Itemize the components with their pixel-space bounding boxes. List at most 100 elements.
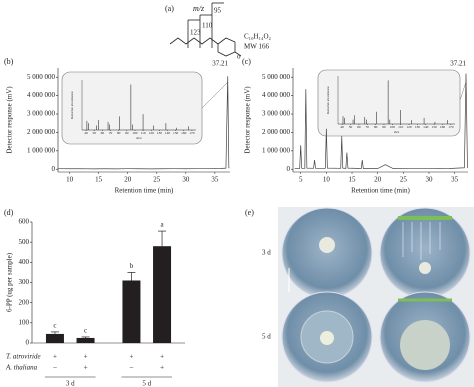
x-tick-label: 20 [124,176,132,184]
panel-label: (b) [4,57,14,66]
atom-label: o [237,53,241,61]
chromatogram-line [294,73,468,170]
panel-label: (d) [4,208,14,217]
condition-sign: – [52,364,57,372]
significance-letter: b [130,262,134,270]
x-tick-label: 35 [211,176,219,184]
x-tick-label: 130 [157,131,163,135]
peak-label: 37.21 [450,60,466,68]
x-tick-label: 15 [349,176,357,184]
x-tick-label: 70 [366,125,370,129]
chromatogram-line [57,76,230,170]
y-tick-label: 3 000 000 [262,110,291,118]
bar [76,337,95,343]
peak-label: 37.21 [212,60,228,68]
inset-connector [201,81,229,109]
y-axis-label: 6-PP (ug per sample) [6,252,14,312]
x-axis-label: m/z [136,136,142,140]
x-tick-label: 70 [109,131,113,135]
x-tick-label: 170 [189,131,195,135]
inset-box [317,69,461,137]
x-tick-label: 100 [390,125,396,129]
x-tick-label: 130 [415,125,421,129]
y-tick-label: 200 [19,298,30,306]
x-tick-label: 150 [173,131,179,135]
y-axis-label: Relative abundance [70,91,74,119]
y-tick-label: 2 000 000 [262,128,291,136]
x-tick-label: 140 [423,125,429,129]
x-tick-label: 50 [92,131,96,135]
x-axis-label: m/z [394,130,400,134]
colony [319,237,335,253]
colony [400,320,450,370]
x-tick-label: 30 [425,176,433,184]
x-tick-label: 20 [374,176,382,184]
x-tick-label: 5 [299,176,303,184]
x-tick-label: 150 [431,125,437,129]
y-tick-label: 400 [19,258,30,266]
x-tick-label: 160 [440,125,446,129]
y-tick-label: 0 [26,339,30,347]
y-tick-label: 3 000 000 [27,110,56,118]
molecular-weight: MW 166 [244,43,269,51]
y-tick-label: 0 [287,165,291,173]
y-tick-label: 500 [19,238,30,246]
x-tick-label: 90 [125,131,129,135]
panel-label: (e) [245,208,254,217]
y-tick-label: 0 [52,165,56,173]
condition-sign: + [129,353,133,361]
panel-label: (a) [165,4,174,13]
condition-sign: + [160,353,164,361]
x-tick-label: 50 [349,125,353,129]
x-axis-label: Retention time (min) [115,187,174,195]
x-tick-label: 60 [101,131,105,135]
formula: C₁₀H₁₄O₂ [244,33,272,41]
x-tick-label: 100 [132,131,138,135]
x-tick-label: 25 [400,176,408,184]
group-label: 3 d [66,380,75,387]
x-tick-label: 160 [181,131,187,135]
x-tick-label: 120 [149,131,155,135]
panel-label: (c) [242,57,251,66]
y-tick-label: 5 000 000 [27,73,56,81]
y-axis-label: Detector response (mV) [6,86,14,154]
y-tick-label: 4 000 000 [27,91,56,99]
x-tick-label: 60 [357,125,361,129]
roots [402,222,441,260]
y-tick-label: 600 [19,218,30,226]
x-tick-label: 170 [448,125,454,129]
group-label: 5 d [142,380,151,387]
y-tick-label: 300 [19,278,30,286]
x-tick-label: 80 [374,125,378,129]
fragment-label: 110 [202,22,213,30]
row-label: 3 d [262,249,271,257]
colony [320,331,334,345]
fragment-label: 95 [214,7,222,15]
x-tick-label: 140 [165,131,171,135]
mz-label: m/z [193,4,205,13]
x-tick-label: 90 [382,125,386,129]
x-tick-label: 10 [66,176,74,184]
bar [45,333,64,343]
colony [419,262,431,274]
y-axis-label: Detector response (mV) [244,86,252,154]
condition-name: T. atroviride [6,353,41,361]
x-tick-label: 80 [117,131,121,135]
bar [153,246,172,343]
x-tick-label: 40 [84,131,88,135]
plate [379,207,471,299]
significance-letter: c [53,322,56,330]
y-tick-label: 4 000 000 [262,91,291,99]
x-tick-label: 30 [182,176,190,184]
x-tick-label: 110 [398,125,403,129]
inset-connector [459,81,467,101]
row-label: 5 d [262,333,271,341]
y-tick-label: 1 000 000 [27,146,56,154]
significance-letter: c [84,327,87,335]
x-tick-label: 35 [451,176,459,184]
condition-name: A. thaliana [5,364,38,372]
bar [122,280,141,343]
y-tick-label: 5 000 000 [262,73,291,81]
y-tick-label: 100 [19,318,30,326]
